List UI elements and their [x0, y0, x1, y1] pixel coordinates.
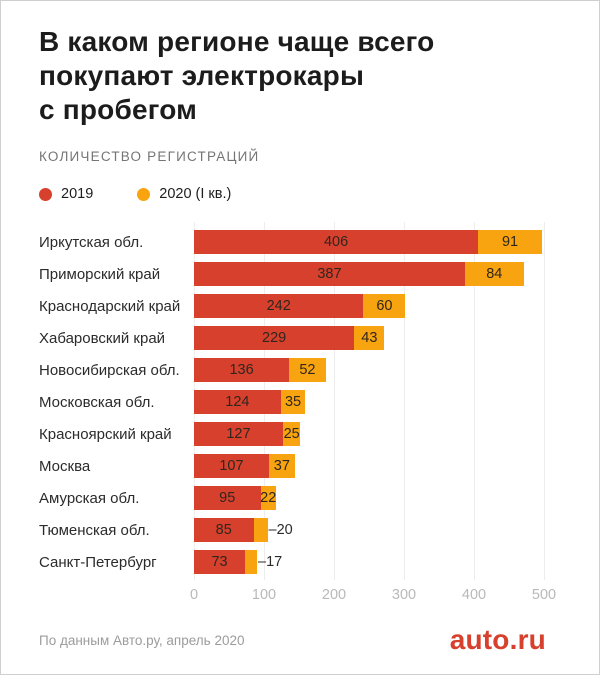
- bar-track: 229 43: [194, 326, 544, 350]
- gridline: [544, 222, 545, 580]
- x-axis-tick: 400: [461, 587, 487, 603]
- chart-row: Иркутская обл. 406 91: [39, 226, 544, 258]
- title-line-2: покупают электрокары: [39, 60, 365, 91]
- bar-segment-2020: 35: [280, 390, 306, 414]
- bar-segment-2019: 242: [194, 294, 364, 318]
- bar-segment-2019: 229: [194, 326, 355, 350]
- row-label: Москва: [39, 457, 91, 475]
- chart-row: Санкт-Петербург 73 –17: [39, 546, 544, 578]
- bar-value-outside: –20: [268, 522, 293, 538]
- bar-track: 95 22: [194, 486, 544, 510]
- bar-track: 387 84: [194, 262, 544, 286]
- row-label: Красноярский край: [39, 425, 172, 443]
- bar-segment-2020: 84: [464, 262, 524, 286]
- bar-segment-2019: 95: [194, 486, 261, 510]
- gridline: [404, 222, 405, 580]
- x-axis-tick: 500: [531, 587, 557, 603]
- bar-track: 124 35: [194, 390, 544, 414]
- bar-track: 107 37: [194, 454, 544, 478]
- chart-row: Тюменская обл. 85 –20: [39, 514, 544, 546]
- legend-label-2020: 2020 (I кв.): [159, 186, 232, 202]
- bar-segment-2020: 52: [289, 358, 326, 382]
- row-label: Хабаровский край: [39, 329, 166, 347]
- chart-row: Краснодарский край 242 60: [39, 290, 544, 322]
- row-label: Новосибирская обл.: [39, 361, 180, 379]
- row-label: Московская обл.: [39, 393, 155, 411]
- bar-segment-2020: 25: [282, 422, 301, 446]
- bar-segment-2019: 124: [194, 390, 281, 414]
- row-label: Иркутская обл.: [39, 233, 144, 251]
- bar-segment-2020: 43: [354, 326, 385, 350]
- bar-track: 85 –20: [194, 518, 544, 542]
- chart-subtitle: КОЛИЧЕСТВО РЕГИСТРАЦИЙ: [39, 149, 260, 164]
- bar-segment-2019: 73: [194, 550, 246, 574]
- row-label: Амурская обл.: [39, 489, 140, 507]
- x-axis-tick: 0: [189, 587, 199, 603]
- bar-segment-2020: 91: [478, 230, 542, 254]
- chart-row: Москва 107 37: [39, 450, 544, 482]
- bar-chart: Иркутская обл. 406 91 Приморский край 387 84 К…: [39, 222, 556, 614]
- bar-segment-2020: 37: [268, 454, 295, 478]
- legend-item-2019: 2019: [39, 186, 93, 202]
- bar-segment-2019: 127: [194, 422, 283, 446]
- bar-segment-2020: 22: [260, 486, 276, 510]
- chart-row: Новосибирская обл. 136 52: [39, 354, 544, 386]
- legend-dot-2019-icon: [39, 187, 52, 201]
- footer: По данным Авто.ру, апрель 2020 auto.ru: [39, 624, 546, 656]
- row-label: Санкт-Петербург: [39, 553, 157, 571]
- bar-segment-2019: 85: [194, 518, 254, 542]
- gridline: [474, 222, 475, 580]
- auto-ru-logo: auto.ru: [449, 624, 546, 655]
- bar-segment-2020: [245, 550, 257, 574]
- gridline: [334, 222, 335, 580]
- bar-value-outside: –17: [258, 554, 283, 570]
- legend-label-2019: 2019: [61, 186, 94, 202]
- row-label: Приморский край: [39, 265, 161, 283]
- legend-dot-2020-icon: [137, 187, 151, 201]
- bar-track: 73 –17: [194, 550, 544, 574]
- bar-segment-2019: 387: [194, 262, 465, 286]
- legend-item-2020: 2020 (I кв.): [137, 186, 231, 202]
- title-line-1: В каком регионе чаще всего: [39, 26, 435, 57]
- chart-row: Красноярский край 127 25: [39, 418, 544, 450]
- page-title: В каком регионе чаще всего покупают элек…: [39, 25, 561, 127]
- chart-row: Хабаровский край 229 43: [39, 322, 544, 354]
- bar-segment-2020: 60: [363, 294, 406, 318]
- row-label: Тюменская обл.: [39, 521, 150, 539]
- bar-segment-2019: 107: [194, 454, 269, 478]
- bar-track: 406 91: [194, 230, 544, 254]
- bar-track: 127 25: [194, 422, 544, 446]
- title-line-3: с пробегом: [39, 94, 198, 125]
- x-axis-tick: 300: [391, 587, 417, 603]
- chart-row: Амурская обл. 95 22: [39, 482, 544, 514]
- source-note: По данным Авто.ру, апрель 2020: [39, 632, 245, 648]
- bar-segment-2019: 406: [194, 230, 479, 254]
- x-axis-tick: 100: [251, 587, 277, 603]
- chart-row: Приморский край 387 84: [39, 258, 544, 290]
- x-axis-tick: 200: [321, 587, 347, 603]
- chart-rows: Иркутская обл. 406 91 Приморский край 387 84 К…: [39, 226, 544, 578]
- bar-segment-2020: [253, 518, 268, 542]
- bar-segment-2019: 136: [194, 358, 290, 382]
- legend: 2019 2020 (I кв.): [39, 186, 561, 202]
- bar-track: 136 52: [194, 358, 544, 382]
- bar-track: 242 60: [194, 294, 544, 318]
- chart-row: Московская обл. 124 35: [39, 386, 544, 418]
- x-axis: 0 100 200 300 400 500: [190, 582, 556, 614]
- row-label: Краснодарский край: [39, 297, 181, 315]
